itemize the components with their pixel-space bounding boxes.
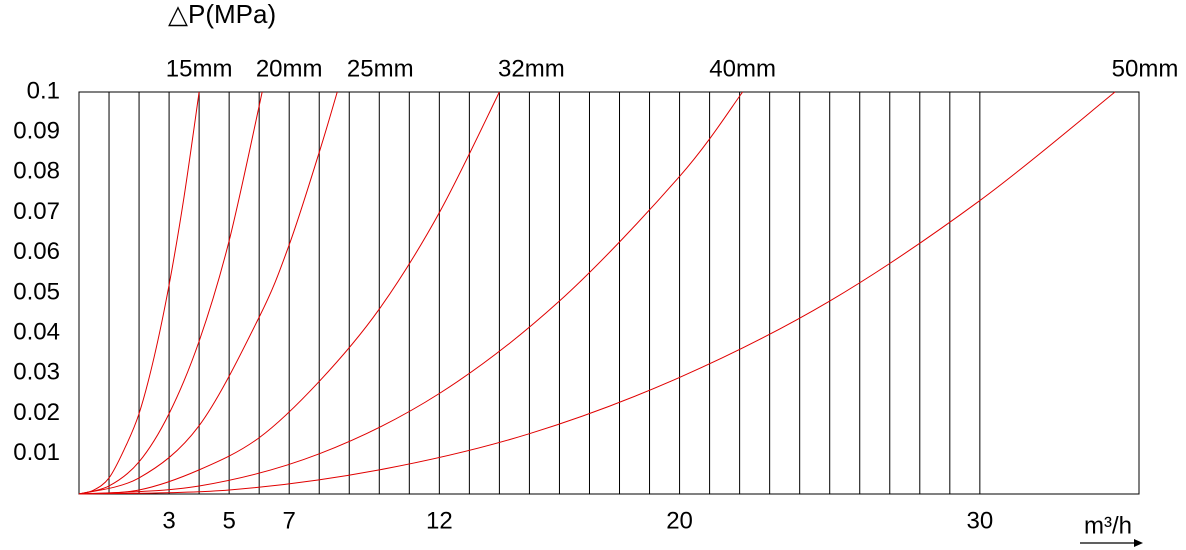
series-label: 50mm [1112,55,1179,82]
y-tick-label: 0.06 [13,238,60,265]
series-label: 20mm [256,55,323,82]
series-line [78,91,263,495]
x-axis-label: m³/h [1084,512,1132,539]
y-tick-label: 0.02 [13,399,60,426]
y-tick-label: 0.01 [13,439,60,466]
series-line [78,91,1116,495]
y-tick-label: 0.08 [13,158,60,185]
x-tick-label: 20 [666,507,693,534]
x-tick-label: 12 [426,507,453,534]
x-tick-label: 7 [283,507,296,534]
series-label: 15mm [166,55,233,82]
y-tick-label: 0.04 [13,319,60,346]
y-tick-label: 0.03 [13,359,60,386]
series-label: 32mm [498,55,565,82]
series-label: 25mm [347,55,414,82]
y-tick-label: 0.05 [13,278,60,305]
x-axis-arrowhead [1134,539,1143,547]
series-line [78,91,744,495]
y-tick-label: 0.1 [27,77,60,104]
x-tick-label: 30 [966,507,993,534]
x-tick-label: 5 [222,507,235,534]
series-line [78,91,500,495]
series-line [78,91,200,495]
x-tick-label: 3 [162,507,175,534]
series-line [78,91,338,495]
plot-frame [78,91,1140,495]
chart-title: △P(MPa) [168,0,276,29]
y-tick-label: 0.07 [13,198,60,225]
y-tick-label: 0.09 [13,118,60,145]
series-label: 40mm [709,55,776,82]
